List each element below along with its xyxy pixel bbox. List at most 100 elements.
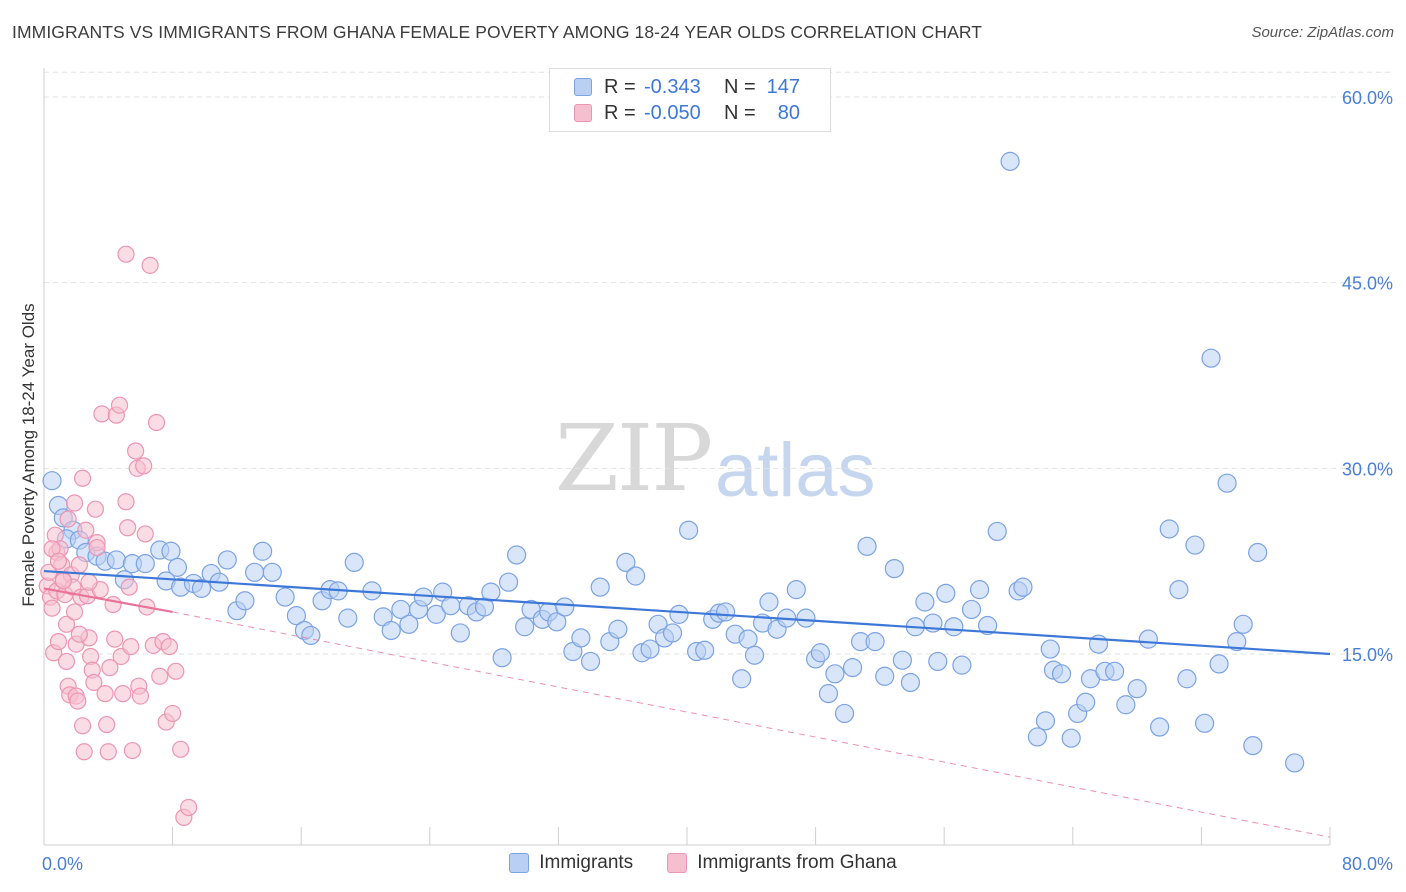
- ghana-point: [57, 615, 76, 633]
- immigrants-point: [450, 623, 470, 643]
- source-label: Source: ZipAtlas.com: [1251, 24, 1394, 41]
- correlation-legend: R = -0.343 N = 147 R = -0.050 N = 80: [549, 68, 831, 132]
- immigrants-point: [571, 628, 591, 648]
- immigrants-point: [1169, 580, 1189, 600]
- ghana-point: [101, 659, 119, 677]
- legend-label: Immigrants: [539, 852, 634, 873]
- immigrants-point: [1243, 735, 1263, 756]
- ghana-point: [117, 245, 135, 263]
- immigrants-trend-line: [43, 569, 1331, 656]
- immigrants-point: [1076, 692, 1096, 712]
- immigrants-point: [1013, 577, 1033, 597]
- immigrants-point: [738, 629, 758, 649]
- immigrants-point: [944, 617, 964, 637]
- immigrants-point: [1159, 519, 1179, 539]
- ghana-point: [131, 687, 150, 705]
- ghana-point: [106, 630, 124, 648]
- immigrants-point: [1116, 695, 1136, 715]
- ghana-trend-extension: [172, 611, 1331, 838]
- immigrants-point: [952, 655, 972, 675]
- legend-swatch-pink: [574, 104, 592, 122]
- immigrants-point: [961, 599, 982, 620]
- immigrants-point: [381, 620, 401, 641]
- legend-r-value: -0.050: [644, 101, 701, 124]
- immigrants-point: [857, 536, 877, 556]
- ghana-point: [167, 662, 185, 680]
- ghana-point: [147, 413, 166, 432]
- watermark-atlas: atlas: [715, 428, 876, 513]
- ghana-point: [180, 798, 198, 817]
- ghana-point: [127, 442, 145, 460]
- legend-row-ghana: R = -0.050 N = 80: [574, 101, 800, 125]
- immigrants-point: [106, 550, 126, 570]
- legend-item-immigrants: Immigrants: [509, 852, 633, 874]
- immigrants-point: [217, 550, 237, 570]
- immigrants-point: [695, 640, 715, 660]
- immigrants-point: [275, 587, 295, 607]
- legend-label: Immigrants from Ghana: [697, 852, 897, 873]
- immigrants-point: [744, 645, 765, 665]
- ghana-point: [136, 525, 154, 543]
- immigrants-point: [987, 521, 1007, 542]
- ghana-point: [73, 469, 92, 487]
- ghana-point: [73, 717, 92, 735]
- immigrants-point: [936, 583, 956, 603]
- legend-swatch-blue: [574, 78, 592, 96]
- immigrants-point: [286, 606, 306, 626]
- ghana-point: [65, 494, 84, 512]
- immigrants-point: [616, 552, 636, 573]
- immigrants-point: [834, 703, 855, 724]
- ghana-point: [70, 625, 88, 643]
- ghana-point: [80, 573, 98, 591]
- immigrants-point: [900, 672, 921, 693]
- x-tick-label: 80.0%: [1342, 854, 1393, 874]
- immigrants-point: [253, 541, 273, 561]
- immigrants-point: [344, 552, 364, 573]
- immigrants-point: [865, 632, 885, 652]
- legend-n-value: 147: [766, 75, 800, 98]
- ghana-point: [110, 396, 129, 414]
- immigrants-point: [413, 587, 433, 607]
- immigrants-point: [135, 554, 155, 574]
- immigrants-point: [1035, 711, 1056, 731]
- immigrants-point: [1150, 717, 1170, 737]
- legend-item-ghana: Immigrants from Ghana: [667, 852, 897, 874]
- ghana-point: [172, 740, 190, 758]
- immigrants-point: [42, 471, 62, 491]
- legend-r-value: -0.343: [644, 75, 701, 98]
- immigrants-point: [590, 577, 610, 597]
- y-tick-label: 45.0%: [1342, 274, 1393, 294]
- series-legend: Immigrants Immigrants from Ghana: [0, 852, 1406, 874]
- immigrants-point: [679, 520, 699, 540]
- ghana-point: [123, 741, 142, 760]
- legend-swatch-pink: [667, 853, 688, 873]
- y-tick-label: 60.0%: [1342, 88, 1393, 108]
- ghana-point: [117, 493, 135, 511]
- ghana-point: [77, 521, 95, 539]
- immigrants-point: [1185, 535, 1205, 555]
- immigrants-point: [426, 604, 446, 624]
- immigrants-point: [786, 580, 806, 600]
- legend-swatch-blue: [509, 853, 530, 873]
- immigrants-point: [715, 602, 736, 622]
- immigrants-point: [915, 592, 935, 612]
- ghana-point: [86, 500, 105, 518]
- immigrants-point: [732, 669, 752, 689]
- immigrants-point: [507, 545, 527, 565]
- ghana-point: [88, 538, 106, 557]
- ghana-point: [98, 715, 116, 734]
- x-tick-label: 0.0%: [42, 854, 83, 874]
- ghana-point: [135, 457, 153, 475]
- immigrants-point: [640, 639, 660, 659]
- ghana-point: [99, 743, 117, 761]
- immigrants-point: [796, 608, 816, 628]
- immigrants-point: [818, 684, 839, 704]
- immigrants-point: [892, 650, 913, 670]
- immigrants-point: [1195, 713, 1215, 733]
- immigrants-point: [1104, 661, 1125, 681]
- immigrants-point: [969, 580, 990, 600]
- immigrants-point: [825, 664, 845, 684]
- immigrants-point: [547, 612, 567, 632]
- legend-r-label: R =: [604, 75, 636, 98]
- immigrants-point: [1051, 664, 1072, 684]
